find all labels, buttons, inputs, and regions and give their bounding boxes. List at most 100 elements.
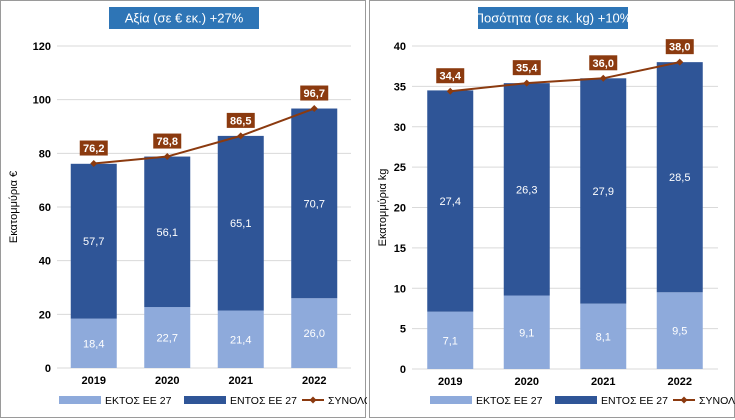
total-marker (90, 160, 98, 168)
total-data-label: 76,2 (83, 143, 104, 155)
bar-outside-eu (580, 303, 627, 369)
legend-label-inside-eu: ΕΝΤΟΣ ΕΕ 27 (230, 395, 297, 407)
legend-label-outside-eu: ΕΚΤΟΣ ΕΕ 27 (105, 395, 172, 407)
legend-label-total: ΣΥΝΟΛΟ (699, 395, 735, 407)
x-tick-label: 2019 (82, 375, 106, 387)
bar-inside-eu (427, 90, 474, 312)
quantity-chart-panel: Ποσότητα (σε εκ. kg) +10% 0 5 10 15 20 25 30 35 4… (369, 0, 735, 418)
y-tick-label: 40 (394, 41, 406, 53)
value-chart-panel: Αξία (σε € εκ.) +27% 0 20 40 60 80 100 120 Εκατο… (0, 0, 367, 418)
bar-inside-eu (217, 135, 264, 311)
total-data-label: 96,7 (304, 88, 325, 100)
data-label-inside-eu: 27,4 (440, 196, 461, 208)
total-data-label: 38,0 (669, 42, 690, 54)
total-marker (237, 132, 245, 140)
chart-title: Ποσότητα (σε εκ. kg) +10% (475, 11, 632, 26)
chart-title-box (478, 7, 628, 29)
y-tick-label: 120 (33, 41, 51, 53)
x-tick-label: 2021 (229, 375, 253, 387)
y-tick-label: 0 (400, 364, 406, 376)
total-label-box (589, 55, 618, 71)
total-label-box (226, 112, 255, 128)
total-data-label: 78,8 (157, 136, 178, 148)
total-marker (310, 105, 318, 113)
x-tick-label: 2022 (668, 376, 692, 388)
legend-label-inside-eu: ΕΝΤΟΣ ΕΕ 27 (601, 395, 668, 407)
chart-title-box (109, 7, 259, 29)
data-label-outside-eu: 26,0 (304, 328, 325, 340)
total-marker (446, 87, 454, 95)
total-line (450, 61, 680, 93)
bar-outside-eu (427, 311, 474, 369)
x-tick-label: 2020 (515, 376, 539, 388)
x-tick-label: 2022 (302, 375, 326, 387)
total-marker (676, 58, 684, 66)
data-label-inside-eu: 28,5 (669, 172, 690, 184)
total-marker (163, 153, 171, 161)
data-label-inside-eu: 26,3 (516, 184, 537, 196)
total-marker (599, 74, 607, 82)
legend-label-total: ΣΥΝΟΛΟ (328, 395, 367, 407)
bar-outside-eu (503, 295, 550, 369)
y-axis-label: Εκατομμύρια kg (377, 169, 389, 247)
bar-outside-eu (217, 310, 264, 368)
data-label-inside-eu: 56,1 (157, 227, 178, 239)
legend-swatch-inside-eu (555, 396, 597, 404)
value-chart: Αξία (σε € εκ.) +27% 0 20 40 60 80 100 120 Εκατο… (8, 7, 367, 407)
total-data-label: 35,4 (516, 63, 538, 75)
bar-inside-eu (503, 83, 550, 296)
bar-inside-eu (291, 108, 338, 299)
total-data-label: 36,0 (593, 58, 614, 70)
legend-marker-total (680, 396, 688, 404)
bar-outside-eu (291, 298, 338, 368)
bar-outside-eu (144, 307, 191, 368)
y-tick-label: 60 (39, 202, 51, 214)
data-label-outside-eu: 8,1 (596, 331, 611, 343)
total-label-box (665, 39, 694, 55)
data-label-outside-eu: 7,1 (443, 335, 458, 347)
total-label-box (153, 133, 182, 149)
y-tick-label: 20 (39, 309, 51, 321)
data-label-outside-eu: 9,1 (519, 327, 534, 339)
y-axis-label: Εκατομμύρια € (8, 171, 20, 243)
legend-swatch-inside-eu (184, 396, 226, 404)
y-tick-label: 15 (394, 243, 406, 255)
legend-swatch-outside-eu (59, 396, 101, 404)
y-tick-label: 10 (394, 283, 406, 295)
total-label-box (300, 85, 329, 101)
y-tick-label: 5 (400, 324, 406, 336)
bar-outside-eu (70, 318, 117, 368)
bar-inside-eu (144, 156, 191, 308)
y-tick-label: 100 (33, 95, 51, 107)
total-data-label: 86,5 (230, 115, 251, 127)
bar-inside-eu (580, 78, 627, 304)
data-label-inside-eu: 70,7 (304, 198, 325, 210)
chart-title: Αξία (σε € εκ.) +27% (125, 11, 244, 26)
quantity-chart: Ποσότητα (σε εκ. kg) +10% 0 5 10 15 20 25 30 35 4… (377, 7, 735, 407)
total-label-box (79, 140, 108, 156)
y-tick-label: 35 (394, 81, 406, 93)
total-label-box (512, 60, 541, 76)
total-data-label: 34,4 (440, 71, 462, 83)
data-label-outside-eu: 9,5 (672, 326, 687, 338)
y-tick-label: 0 (45, 363, 51, 375)
data-label-outside-eu: 18,4 (83, 338, 104, 350)
bar-outside-eu (656, 292, 703, 369)
data-label-outside-eu: 22,7 (157, 333, 178, 345)
legend-label-outside-eu: ΕΚΤΟΣ ΕΕ 27 (476, 395, 543, 407)
data-label-inside-eu: 27,9 (593, 186, 614, 198)
data-label-inside-eu: 57,7 (83, 236, 104, 248)
y-tick-label: 80 (39, 148, 51, 160)
bar-inside-eu (656, 62, 703, 293)
data-label-inside-eu: 65,1 (230, 218, 251, 230)
y-tick-label: 25 (394, 162, 406, 174)
x-tick-label: 2021 (591, 376, 615, 388)
bar-inside-eu (70, 163, 117, 319)
y-tick-label: 40 (39, 256, 51, 268)
x-tick-label: 2020 (155, 375, 179, 387)
y-tick-label: 20 (394, 203, 406, 215)
total-label-box (436, 68, 465, 84)
legend-swatch-outside-eu (430, 396, 472, 404)
y-tick-label: 30 (394, 122, 406, 134)
legend-marker-total (309, 396, 317, 404)
